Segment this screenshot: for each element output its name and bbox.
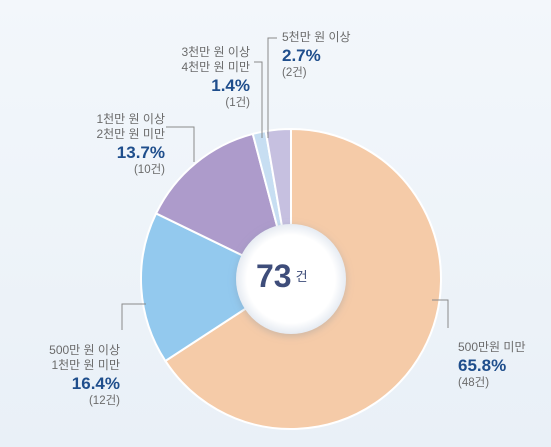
slice-percent-0: 65.8%: [458, 356, 507, 375]
leader-line-slice-3: [254, 61, 263, 138]
slice-count-4: (2건): [282, 67, 307, 79]
slice-percent-2: 13.7%: [116, 143, 165, 162]
slice-count-2: (10건): [133, 164, 165, 176]
leader-line-slice-0: [432, 299, 449, 328]
slice-label-1: 500만 원 이상 1천만 원 미만 16.4% (12건): [10, 343, 120, 409]
slice-percent-1: 16.4%: [71, 374, 120, 393]
slice-label-2-line-0: 1천만 원 이상: [96, 112, 165, 126]
leader-line-slice-2: [166, 126, 195, 162]
slice-percent-4: 2.7%: [282, 46, 321, 65]
slice-percent-3: 1.4%: [211, 76, 250, 95]
slice-label-1-line-0: 500만 원 이상: [49, 343, 120, 357]
slice-label-0-line-0: 500만원 미만: [458, 340, 526, 354]
slice-label-2: 1천만 원 이상 2천만 원 미만 13.7% (10건): [55, 112, 165, 178]
slice-count-3: (1건): [225, 97, 250, 109]
slice-label-4: 5천만 원 이상 2.7% (2건): [282, 30, 351, 81]
total-value: 73: [256, 258, 292, 294]
slice-label-4-line-0: 5천만 원 이상: [282, 30, 351, 44]
leader-line-slice-4: [267, 37, 277, 138]
slice-label-3-line-0: 3천만 원 이상: [181, 45, 250, 59]
total-unit: 건: [295, 268, 308, 284]
slice-count-0: (48건): [458, 377, 490, 389]
total-count: 73 건: [256, 258, 336, 295]
slice-label-3-line-1: 4천만 원 미만: [181, 60, 250, 74]
donut-center: [236, 224, 346, 334]
slice-count-1: (12건): [88, 395, 120, 407]
slice-label-1-line-1: 1천만 원 미만: [51, 358, 120, 372]
slice-label-0: 500만원 미만 65.8% (48건): [458, 340, 526, 391]
slice-label-2-line-1: 2천만 원 미만: [96, 127, 165, 141]
slice-label-3: 3천만 원 이상 4천만 원 미만 1.4% (1건): [145, 45, 250, 111]
leader-line-slice-1: [121, 303, 146, 330]
